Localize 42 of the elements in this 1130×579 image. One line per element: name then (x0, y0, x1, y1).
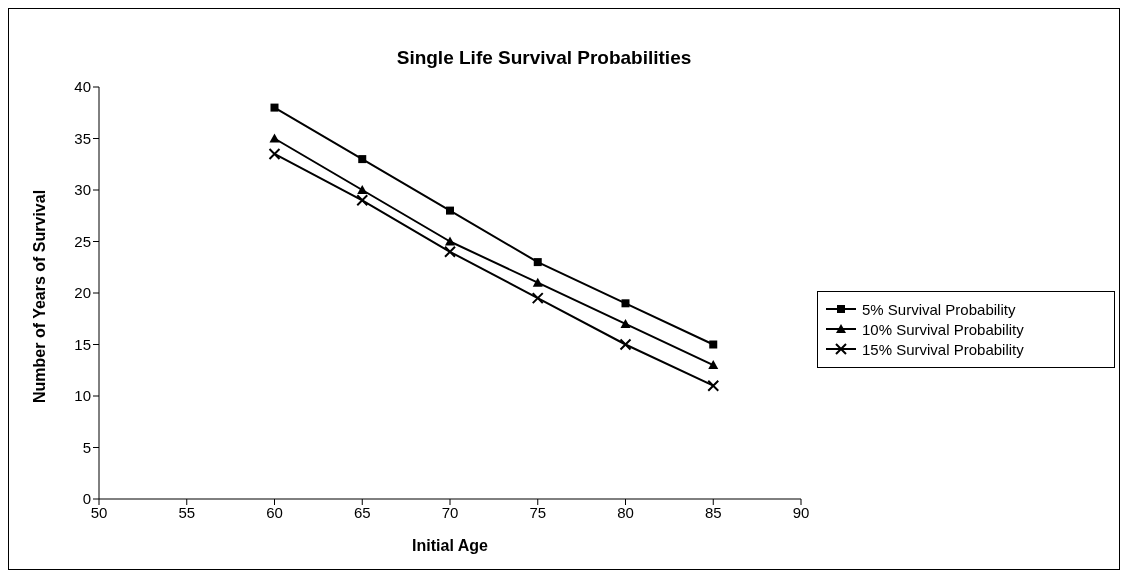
y-tick-label: 5 (82, 438, 91, 456)
point (269, 133, 280, 143)
legend-label: 15% Survival Probability (862, 340, 1024, 358)
y-tick-label: 25 (74, 232, 91, 250)
y-tick-label: 0 (82, 490, 91, 508)
point (707, 379, 720, 392)
x-tick-label: 70 (441, 503, 459, 521)
legend-label: 5% Survival Probability (862, 300, 1016, 318)
x-tick-label: 60 (266, 503, 283, 521)
y-tick-label: 20 (74, 284, 91, 302)
chart-title: Single Life Survival Probabilities (395, 46, 693, 69)
point (270, 103, 279, 112)
x-tick-label: 65 (353, 503, 371, 521)
point (531, 292, 544, 305)
point (444, 245, 456, 258)
x-tick-label: 85 (704, 503, 722, 521)
point (709, 340, 718, 349)
y-tick-label: 30 (74, 181, 91, 199)
point (357, 185, 368, 194)
y-tick-label: 35 (74, 129, 91, 147)
point (620, 318, 631, 328)
point (621, 299, 630, 308)
x-tick-label: 75 (529, 503, 547, 521)
point (533, 258, 542, 267)
point (708, 360, 719, 370)
point (619, 338, 632, 351)
point (268, 147, 281, 160)
x-tick-label: 80 (617, 503, 634, 521)
legend-label: 10% Survival Probability (862, 320, 1024, 338)
y-tick-label: 40 (74, 78, 91, 96)
x-axis-title: Initial Age (412, 537, 489, 554)
x-tick-label: 50 (90, 503, 108, 521)
point (358, 155, 367, 164)
x-tick-label: 90 (792, 503, 810, 521)
y-axis-title: Number of Years of Survival (30, 189, 48, 403)
point (445, 236, 455, 246)
y-tick-label: 10 (74, 387, 91, 405)
y-tick-label: 15 (74, 335, 91, 353)
x-tick-label: 55 (178, 503, 196, 521)
point (532, 277, 543, 287)
point (446, 206, 454, 215)
point (356, 194, 369, 207)
